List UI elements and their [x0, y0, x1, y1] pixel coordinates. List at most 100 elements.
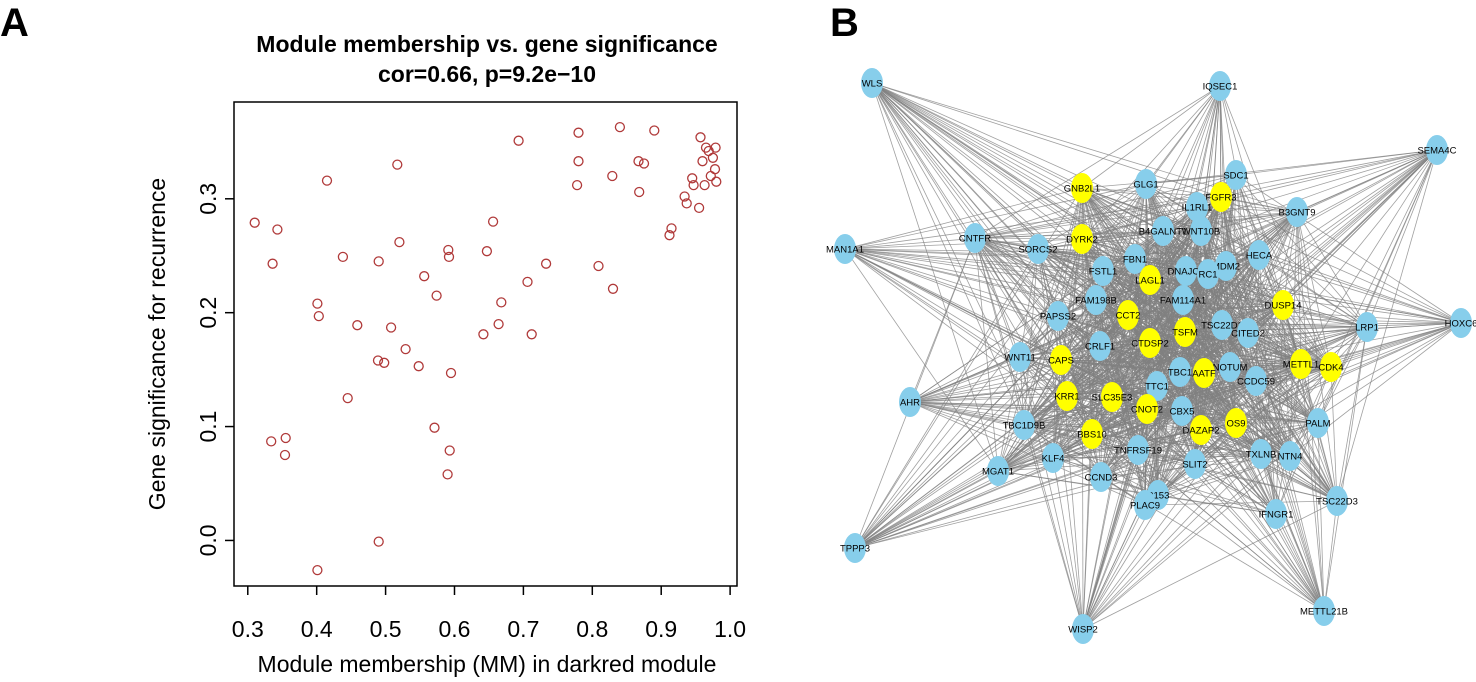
node-label: DYRK2 [1066, 235, 1098, 246]
network-node: CBX5 [1170, 396, 1194, 426]
network-edge [1060, 359, 1181, 373]
node-label: TBC1D9B [1003, 421, 1046, 432]
network-edge [1220, 196, 1319, 424]
network-edge [1081, 230, 1164, 240]
node-label: CRLF1 [1085, 342, 1115, 353]
scatter-points [249, 121, 722, 576]
node-label: SEMA4C [1417, 146, 1456, 157]
network-node: IL1RL1 [1182, 192, 1212, 222]
gene-node [1197, 259, 1219, 289]
hub-gene-node [1193, 358, 1215, 388]
node-label: SDC1 [1223, 171, 1248, 182]
network-edge [1134, 258, 1332, 368]
scatter-point [313, 310, 324, 322]
network-edge [1019, 248, 1039, 358]
network-edge [1247, 332, 1332, 368]
network-node: CAPS [1048, 345, 1074, 375]
scatter-point [445, 367, 457, 379]
scatter-point [267, 258, 278, 269]
network-edge [1220, 196, 1462, 324]
gene-node [1225, 160, 1247, 190]
network-node: KLF4 [1042, 443, 1064, 473]
network-node: SLIT2 [1182, 449, 1208, 479]
node-label: CNTFR [959, 234, 991, 245]
network-node: CNOT2 [1131, 394, 1163, 424]
network-edge [909, 401, 1093, 435]
network-edge [1282, 304, 1368, 328]
scatter-point [707, 152, 719, 163]
node-label: DUSP14 [1265, 301, 1302, 312]
hub-gene-node [1101, 382, 1123, 412]
network-edge [871, 82, 1151, 281]
scatter-point [679, 191, 690, 202]
network-edge [1184, 331, 1291, 457]
node-label: TPPP3 [840, 544, 870, 555]
network-edge [1081, 230, 1202, 240]
gene-node [964, 223, 986, 253]
network-edge [1194, 366, 1231, 465]
network-node: AATF [1192, 358, 1216, 388]
chart-subtitle: cor=0.66, p=9.2e−10 [378, 61, 596, 87]
network-node: DAZAP2 [1183, 415, 1219, 445]
network-edge [1037, 206, 1198, 250]
scatter-point [634, 186, 645, 198]
network-edge [1157, 422, 1319, 496]
gene-node [1090, 462, 1112, 492]
gene-node [1215, 251, 1237, 281]
network-edge [1258, 254, 1332, 368]
network-edge [1260, 453, 1325, 612]
scatter-point [312, 298, 323, 309]
scatter-point [337, 251, 349, 263]
hub-gene-node [1056, 381, 1078, 411]
gene-node [1186, 192, 1208, 222]
network-node: FBN1 [1123, 244, 1147, 274]
node-label: TSC22D3 [1316, 497, 1358, 508]
network-edge [1066, 395, 1277, 515]
network-node: PAPSS2 [1040, 301, 1076, 331]
node-label: TSFM [1172, 328, 1198, 339]
scatter-point [522, 276, 533, 288]
network-edge [974, 237, 1083, 240]
hub-gene-node [1225, 408, 1247, 438]
network-edge [854, 248, 1039, 549]
network-node: RC1 [1197, 259, 1219, 289]
scatter-point [413, 361, 424, 372]
node-label: CDK4 [1318, 363, 1343, 374]
node-label: METTL21B [1300, 607, 1348, 618]
network-edge [1091, 433, 1159, 496]
network-node: HOXC6 [1445, 308, 1476, 338]
scatter-point [571, 179, 583, 191]
hub-gene-node [1136, 394, 1158, 424]
network-edge [1149, 332, 1249, 344]
y-axis: 0.0 0.1 0.2 0.3 [195, 183, 234, 556]
network-edge [854, 396, 1113, 549]
network-edge [1300, 363, 1325, 612]
x-tick-label: 1.0 [714, 616, 746, 642]
network-edge [1194, 463, 1277, 515]
network-edge [1220, 196, 1338, 502]
gene-node [1211, 310, 1233, 340]
network-node: DUSP14 [1265, 290, 1302, 320]
network-edge [1157, 494, 1277, 515]
scatter-point [279, 449, 291, 461]
network-node: TSFM [1172, 317, 1198, 347]
network-edge [1052, 410, 1183, 459]
network-edge [974, 237, 1025, 426]
network-edge [1296, 211, 1368, 328]
scatter-point [249, 217, 260, 228]
node-label: WISP2 [1068, 625, 1098, 636]
hub-gene-node [1272, 290, 1294, 320]
network-edge [871, 82, 1222, 198]
node-label: MDM2 [1212, 262, 1240, 273]
node-label: TNFRSF19 [1114, 446, 1162, 457]
network-edge [974, 237, 1021, 358]
network-edge [997, 429, 1202, 472]
node-label: TTC1 [1145, 382, 1169, 393]
network-node: CDK4 [1318, 352, 1344, 382]
scatter-point [379, 357, 390, 368]
gene-node [1152, 216, 1174, 246]
network-edge [997, 315, 1059, 472]
network-edge [1156, 385, 1319, 424]
node-label: PLAC9 [1130, 501, 1160, 512]
